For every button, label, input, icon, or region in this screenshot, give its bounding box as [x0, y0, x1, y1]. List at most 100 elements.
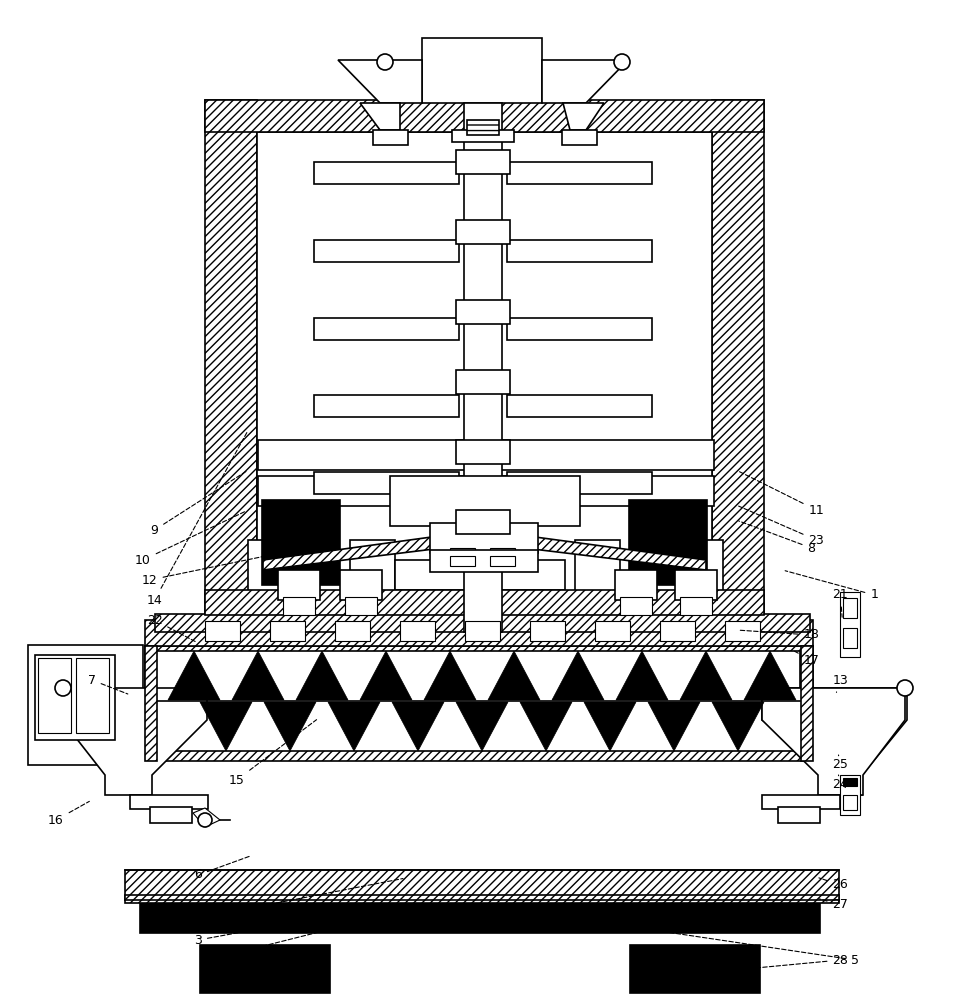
Bar: [335, 621, 370, 641]
Text: 24: 24: [833, 775, 848, 792]
Bar: [205, 100, 764, 132]
Text: 4: 4: [185, 879, 403, 926]
Bar: [125, 870, 839, 900]
Bar: [843, 795, 857, 810]
Text: 6: 6: [194, 856, 250, 882]
Circle shape: [198, 813, 212, 827]
Bar: [430, 550, 538, 572]
Bar: [340, 570, 382, 600]
Bar: [562, 130, 597, 145]
Bar: [507, 162, 652, 184]
Bar: [464, 103, 502, 133]
Bar: [422, 38, 542, 103]
Text: 23: 23: [739, 506, 824, 546]
Bar: [615, 570, 657, 600]
Text: 10: 10: [135, 511, 245, 566]
Bar: [778, 807, 820, 823]
Text: 11: 11: [739, 471, 824, 516]
Text: 26: 26: [819, 878, 848, 892]
Polygon shape: [232, 651, 284, 700]
Bar: [140, 895, 820, 933]
Text: 27: 27: [819, 898, 848, 912]
Bar: [620, 597, 652, 615]
Bar: [314, 162, 459, 184]
Bar: [258, 476, 714, 506]
Bar: [456, 300, 510, 324]
Polygon shape: [744, 651, 796, 700]
Polygon shape: [648, 702, 700, 751]
Polygon shape: [338, 60, 422, 103]
Bar: [28, 645, 143, 765]
Bar: [595, 621, 630, 641]
Bar: [490, 556, 515, 566]
Bar: [467, 120, 499, 135]
Bar: [278, 570, 320, 600]
Polygon shape: [424, 651, 476, 700]
Bar: [843, 778, 857, 786]
Text: 7: 7: [88, 674, 128, 694]
Bar: [575, 540, 620, 622]
Polygon shape: [552, 651, 604, 700]
Polygon shape: [263, 530, 706, 570]
Polygon shape: [680, 651, 732, 700]
Text: 15: 15: [229, 720, 317, 786]
Bar: [314, 395, 459, 417]
Bar: [801, 646, 813, 761]
Text: 12: 12: [142, 546, 316, 586]
Bar: [155, 651, 800, 751]
Bar: [629, 500, 707, 585]
Bar: [270, 621, 305, 641]
Bar: [464, 132, 502, 632]
Bar: [435, 533, 530, 547]
Bar: [843, 598, 857, 618]
Bar: [452, 130, 514, 142]
Bar: [248, 540, 293, 622]
Bar: [450, 556, 475, 566]
Polygon shape: [296, 651, 348, 700]
Bar: [314, 318, 459, 340]
Polygon shape: [392, 702, 444, 751]
Bar: [350, 540, 395, 622]
Polygon shape: [456, 702, 508, 751]
Text: 14: 14: [147, 432, 247, 606]
Text: 2: 2: [204, 919, 372, 966]
Bar: [314, 240, 459, 262]
Text: 25: 25: [833, 755, 848, 772]
Bar: [456, 220, 510, 244]
Bar: [257, 132, 712, 592]
Bar: [345, 597, 377, 615]
Text: 16: 16: [48, 801, 89, 826]
Bar: [712, 100, 764, 625]
Text: 8: 8: [739, 521, 815, 554]
Bar: [507, 240, 652, 262]
Polygon shape: [762, 688, 905, 795]
Polygon shape: [762, 688, 907, 795]
Bar: [456, 440, 510, 464]
Bar: [725, 621, 760, 641]
Text: 13: 13: [833, 674, 848, 692]
Polygon shape: [360, 651, 412, 700]
Bar: [456, 370, 510, 394]
Bar: [450, 548, 475, 558]
Polygon shape: [264, 702, 316, 751]
Bar: [840, 592, 860, 657]
Polygon shape: [360, 103, 400, 130]
Bar: [35, 655, 115, 740]
Bar: [145, 646, 157, 761]
Bar: [675, 570, 717, 600]
Bar: [145, 646, 813, 761]
Bar: [155, 614, 810, 632]
Bar: [125, 895, 839, 903]
Bar: [395, 560, 565, 590]
Bar: [76, 658, 109, 733]
Polygon shape: [200, 702, 252, 751]
Bar: [680, 597, 712, 615]
Polygon shape: [168, 651, 220, 700]
Bar: [373, 130, 408, 145]
Bar: [490, 548, 515, 558]
Bar: [205, 100, 257, 625]
Bar: [430, 523, 538, 553]
Text: 17: 17: [795, 651, 819, 666]
Bar: [38, 658, 71, 733]
Bar: [262, 500, 340, 585]
